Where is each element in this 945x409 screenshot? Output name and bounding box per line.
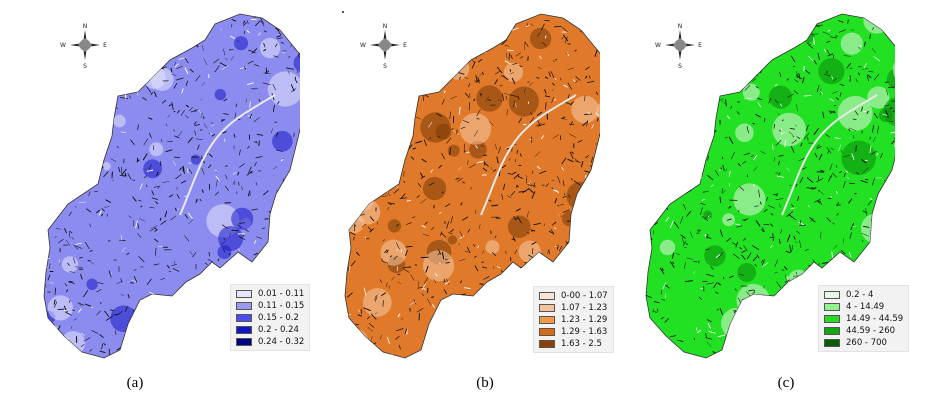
legend-label: 0.24 - 0.32 [258,336,305,347]
watershed-area [43,13,300,359]
legend-entry: 1.07 - 1.23 [539,302,608,313]
legend-swatch [539,303,555,312]
legend-swatch [824,314,840,323]
legend-label: 14.49 - 44.59 [846,313,904,324]
panel-caption: (b) [476,375,494,391]
map-panel-b: N S E W 0-00 - 1.07 1.07 - 1.23 1.23 - 1.29 1.2… [300,0,614,409]
compass-s-label: S [678,63,682,70]
panel-caption: (a) [126,375,144,391]
legend-entry: 260 - 700 [824,337,903,348]
legend-entry: 0.2 - 4 [824,289,903,300]
map-legend: 0.01 - 0.11 0.11 - 0.15 0.15 - 0.2 0.2 - 0.… [230,284,311,351]
legend-entry: 0.15 - 0.2 [236,312,304,323]
legend-entry: 0.24 - 0.32 [236,336,304,347]
compass-e-label: E [103,42,107,49]
legend-swatch [824,290,840,299]
legend-label: 0.2 - 4 [846,289,874,300]
legend-swatch [236,325,252,334]
map-legend: 0-00 - 1.07 1.07 - 1.23 1.23 - 1.29 1.29 - … [533,286,614,353]
legend-entry: 0.2 - 0.24 [236,324,304,335]
legend-entry: 44.59 - 260 [824,325,903,336]
north-arrow-icon: N S E W [60,23,107,70]
legend-entry: 1.29 - 1.63 [539,326,608,337]
map-panel-a: N S E W 0.01 - 0.11 0.11 - 0.15 0.15 - 0.2 0.2 … [0,0,311,409]
legend-label: 4 - 14.49 [846,301,885,312]
watershed-area [645,13,895,359]
compass-e-label: E [698,42,702,49]
watershed-map [344,13,600,359]
legend-label: 260 - 700 [846,337,887,348]
compass-e-label: E [403,42,407,49]
compass-s-label: S [83,63,87,70]
legend-label: 0.2 - 0.24 [258,324,299,335]
legend-swatch [539,339,555,348]
legend-label: 0-00 - 1.07 [561,290,608,301]
legend-swatch [539,315,555,324]
compass-w-label: W [360,42,366,49]
legend-entry: 4 - 14.49 [824,301,903,312]
legend-label: 0.11 - 0.15 [258,300,305,311]
legend-entry: 0.01 - 0.11 [236,288,304,299]
legend-swatch [824,338,840,347]
watershed-map [645,13,895,359]
legend-label: 0.15 - 0.2 [258,312,299,323]
legend-entry: 1.23 - 1.29 [539,314,608,325]
legend-swatch [539,327,555,336]
north-arrow-icon: N S E W [360,23,407,70]
legend-swatch [236,301,252,310]
compass-w-label: W [60,42,66,49]
legend-swatch [824,326,840,335]
legend-label: 1.23 - 1.29 [561,314,608,325]
north-arrow-icon: N S E W [655,23,702,70]
legend-label: 1.07 - 1.23 [561,302,608,313]
stray-dot [342,11,344,13]
legend-swatch [539,291,555,300]
legend-swatch [236,313,252,322]
legend-swatch [824,302,840,311]
compass-n-label: N [383,23,388,30]
legend-swatch [236,289,252,298]
legend-entry: 0-00 - 1.07 [539,290,608,301]
legend-entry: 0.11 - 0.15 [236,300,304,311]
legend-label: 44.59 - 260 [846,325,896,336]
legend-label: 1.63 - 2.5 [561,338,602,349]
legend-label: 0.01 - 0.11 [258,288,305,299]
legend-label: 1.29 - 1.63 [561,326,608,337]
panel-caption: (c) [777,375,795,391]
legend-entry: 1.63 - 2.5 [539,338,608,349]
legend-swatch [236,337,252,346]
legend-entry: 14.49 - 44.59 [824,313,903,324]
compass-w-label: W [655,42,661,49]
compass-n-label: N [678,23,683,30]
compass-n-label: N [83,23,88,30]
compass-s-label: S [383,63,387,70]
